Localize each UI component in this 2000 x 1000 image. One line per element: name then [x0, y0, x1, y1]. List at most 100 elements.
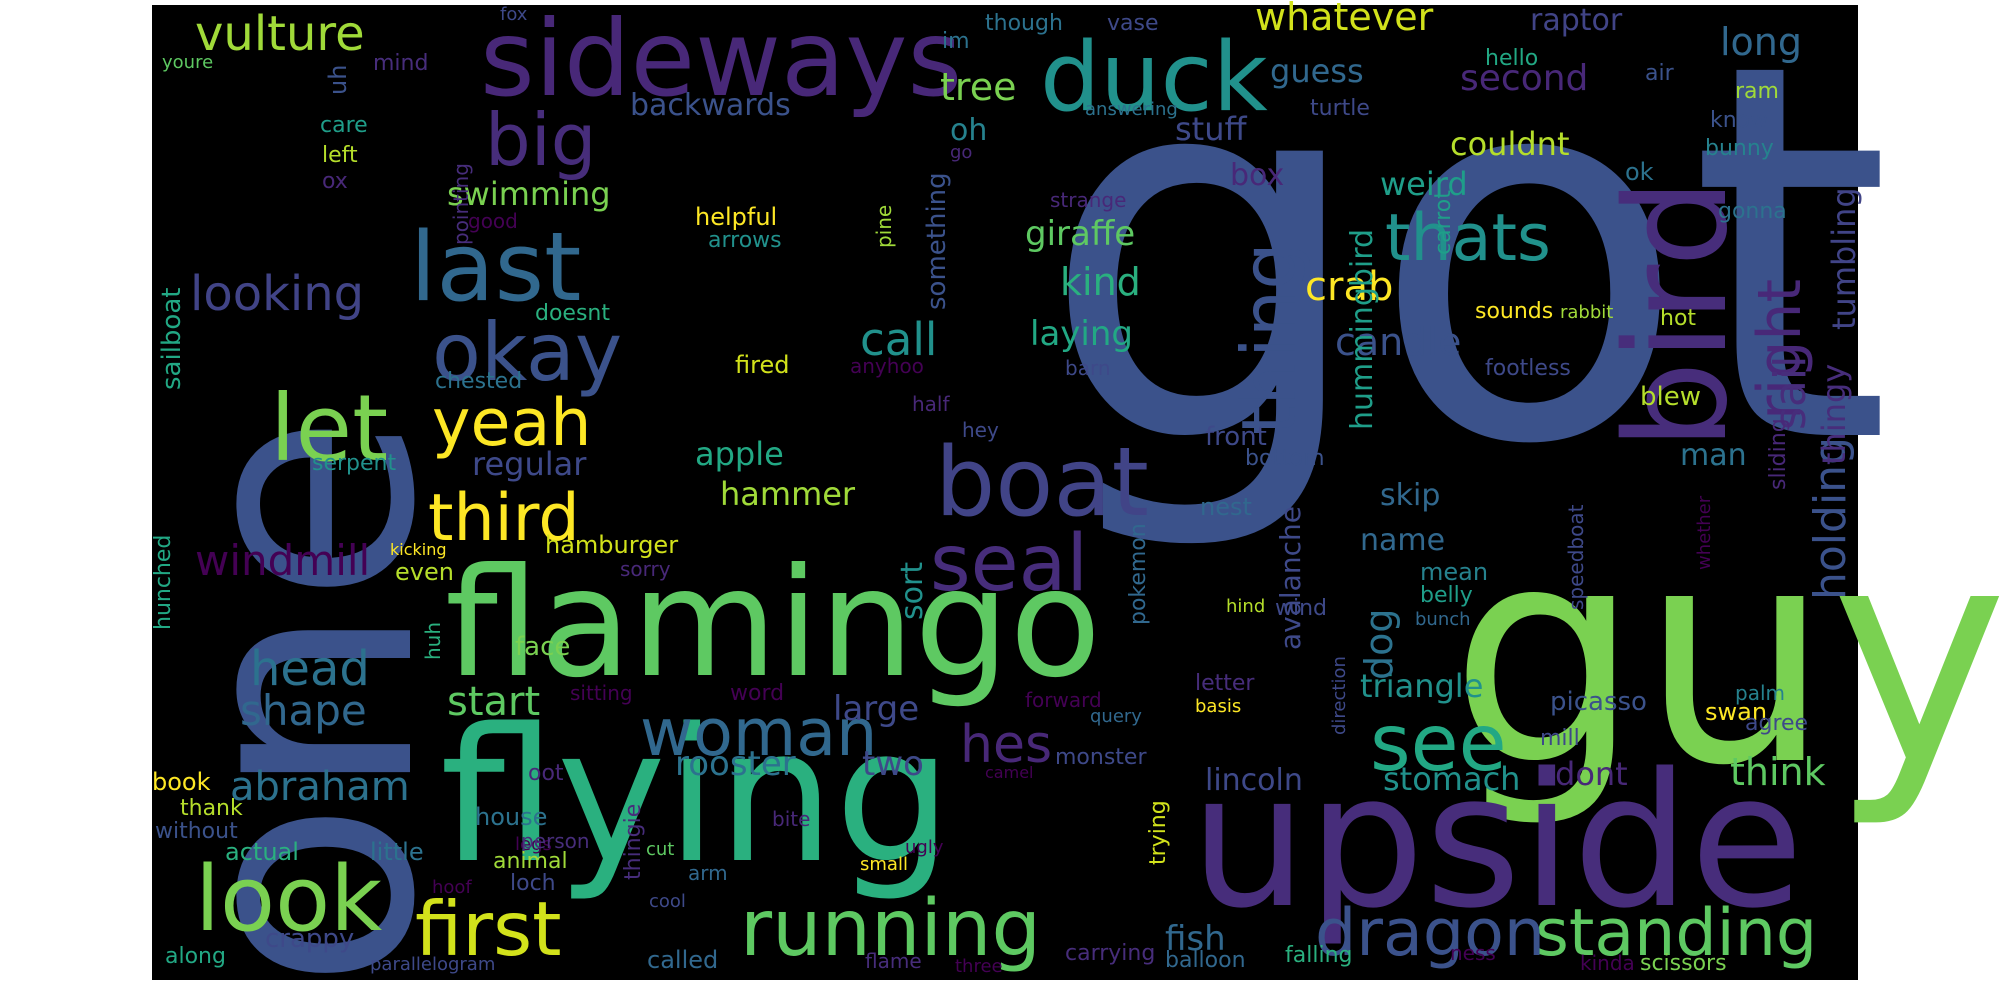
cloud-word-strange: strange [1050, 188, 1126, 212]
cloud-word-sail: sail [1765, 356, 1816, 430]
cloud-word-couldnt: couldnt [1450, 125, 1569, 163]
word-cloud-words: got one guy flying upside flamingo bird sideway… [123, 0, 2000, 990]
cloud-word-go: go [950, 142, 972, 163]
cloud-word-boat: boat [935, 428, 1149, 538]
cloud-word-book: book [152, 768, 211, 796]
cloud-word-little: little [370, 838, 424, 866]
cloud-word-mill: mill [1540, 726, 1580, 751]
cloud-word-hoof: hoof [432, 877, 472, 898]
cloud-word-call: call [860, 313, 937, 366]
cloud-word-box: box [1230, 158, 1284, 193]
cloud-word-thank: thank [180, 796, 243, 821]
cloud-word-legs: legs [515, 834, 552, 855]
cloud-word-sorry: sorry [620, 557, 671, 581]
cloud-word-query: query [1090, 706, 1142, 727]
cloud-word-anyhoo: anyhoo [850, 354, 924, 378]
cloud-word-air: air [1645, 61, 1675, 86]
cloud-word-two: two [862, 744, 924, 784]
cloud-word-fox: fox [500, 4, 528, 25]
cloud-word-thingy: thingy [1815, 364, 1853, 465]
cloud-word-ok: ok [1625, 158, 1654, 186]
cloud-word-left: left [322, 143, 358, 168]
cloud-word-let: let [270, 375, 388, 482]
cloud-word-cut: cut [646, 839, 674, 860]
cloud-word-im: im [942, 29, 970, 54]
cloud-word-got: got [1040, 0, 1892, 558]
cloud-word-holding: holding [1805, 437, 1856, 600]
cloud-word-huh: huh [421, 622, 445, 660]
cloud-word-fired: fired [735, 351, 789, 379]
cloud-word-flame: flame [865, 949, 922, 973]
cloud-word-whatever: whatever [1255, 0, 1434, 39]
cloud-word-without: without [155, 819, 238, 844]
cloud-word-small: small [860, 854, 908, 875]
cloud-word-care: care [320, 113, 368, 138]
cloud-word-direction: direction [1329, 656, 1350, 735]
cloud-word-mind: mind [373, 51, 428, 76]
cloud-word-running: running [740, 884, 1041, 974]
cloud-word-candle: candle [1335, 320, 1461, 364]
cloud-word-agree: agree [1745, 711, 1808, 736]
cloud-word-upside: upside [1190, 733, 1804, 949]
cloud-word-kicking: kicking [390, 540, 447, 559]
cloud-word-three: three [955, 956, 1003, 977]
cloud-word-woman: woman [640, 696, 877, 771]
cloud-word-think: think [1730, 750, 1826, 794]
cloud-word-gonna: gonna [1718, 199, 1787, 224]
cloud-word-mean: mean [1420, 558, 1488, 586]
cloud-word-carrying: carrying [1065, 941, 1155, 966]
cloud-word-guy: guy [1450, 482, 2000, 831]
cloud-word-uh: uh [324, 65, 352, 95]
cloud-word-sort: sort [895, 562, 930, 620]
cloud-word-shape: shape [240, 686, 367, 735]
cloud-word-person: person [521, 829, 590, 853]
cloud-word-seal: seal [930, 519, 1088, 609]
cloud-word-giraffe: giraffe [1025, 214, 1135, 254]
cloud-word-palm: palm [1735, 681, 1785, 705]
word-cloud-background [152, 5, 1858, 980]
cloud-word-kinda: kinda [1580, 951, 1635, 975]
cloud-word-good: good [468, 209, 518, 233]
cloud-word-okay: okay [432, 306, 622, 399]
cloud-word-oh: oh [950, 113, 987, 148]
cloud-word-hunched: hunched [151, 535, 176, 630]
cloud-word-chested: chested [435, 369, 522, 394]
cloud-word-belly: belly [1420, 583, 1473, 608]
cloud-word-kind: kind [1060, 260, 1141, 304]
cloud-word-dragon: dragon [1315, 896, 1545, 971]
cloud-word-hey: hey [962, 418, 999, 442]
cloud-word-hammer: hammer [720, 475, 856, 513]
cloud-word-hamburger: hamburger [545, 531, 678, 559]
cloud-word-looking: looking [190, 266, 364, 322]
cloud-word-hes: hes [960, 715, 1052, 775]
cloud-word-trying: trying [1146, 800, 1171, 865]
cloud-word-turtle: turtle [1310, 96, 1370, 121]
cloud-word-word: word [730, 681, 784, 706]
cloud-word-apple: apple [695, 435, 784, 473]
cloud-word-rooster: rooster [675, 744, 796, 784]
cloud-word-pointing: pointing [449, 163, 473, 245]
cloud-word-know: know [1710, 108, 1768, 133]
cloud-word-blew: blew [1640, 382, 1701, 412]
cloud-word-bite: bite [772, 807, 810, 831]
cloud-word-hello: hello [1485, 46, 1538, 71]
cloud-word-hummingbird: hummingbird [1345, 229, 1380, 430]
cloud-word-oot: oot [528, 761, 564, 786]
cloud-word-sliding: sliding [1766, 418, 1791, 490]
cloud-word-swimming: swimming [447, 175, 611, 213]
cloud-word-tree: tree [940, 65, 1016, 109]
cloud-word-large: large [833, 689, 919, 729]
cloud-word-house: house [475, 803, 547, 831]
cloud-word-right: right [1745, 279, 1815, 420]
cloud-word-backwards: backwards [630, 88, 791, 123]
cloud-word-windmill: windmill [195, 536, 370, 585]
cloud-word-youre: youre [162, 52, 213, 73]
cloud-word-doesnt: doesnt [535, 301, 610, 326]
cloud-word-last: last [410, 213, 581, 323]
cloud-word-answering: answering [1085, 99, 1178, 120]
cloud-word-sailboat: sailboat [157, 288, 187, 390]
cloud-word-whether: whether [1694, 495, 1715, 570]
cloud-word-sitting: sitting [570, 681, 633, 705]
cloud-word-bird: bird [1596, 178, 1759, 450]
